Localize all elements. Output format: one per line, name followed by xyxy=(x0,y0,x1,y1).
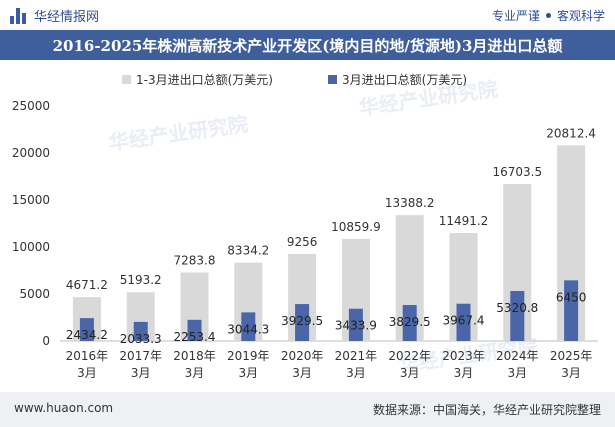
value-label-total: 8334.2 xyxy=(227,244,269,258)
footer-url[interactable]: www.huaon.com xyxy=(14,401,114,415)
x-tick-label: 3月 xyxy=(400,366,420,380)
x-tick-label: 2020年 xyxy=(281,349,324,363)
tagline: 专业严谨 客观科学 xyxy=(492,7,605,24)
tagline-right: 客观科学 xyxy=(556,9,605,23)
value-label-total: 9256 xyxy=(287,235,318,249)
value-label-total: 20812.4 xyxy=(546,126,596,140)
footer-source: 数据来源：中国海关，华经产业研究院整理 xyxy=(372,403,601,417)
x-tick-label: 2017年 xyxy=(119,349,162,363)
bar-march xyxy=(348,308,363,341)
x-tick-label: 3月 xyxy=(507,366,527,380)
x-tick-label: 3月 xyxy=(561,366,581,380)
x-tick-label: 3月 xyxy=(454,366,474,380)
y-tick-label: 20000 xyxy=(12,146,50,160)
bar-march xyxy=(187,319,202,341)
y-tick-label: 15000 xyxy=(12,193,50,207)
value-label-total: 7283.8 xyxy=(174,254,216,268)
bar-march xyxy=(79,318,94,341)
x-tick-label: 2022年 xyxy=(388,349,431,363)
value-label-march: 2253.4 xyxy=(174,330,216,344)
value-label-march: 3829.5 xyxy=(389,315,431,329)
x-tick-label: 2019年 xyxy=(227,349,270,363)
footer: www.huaon.com 数据来源：中国海关，华经产业研究院整理 xyxy=(0,392,615,427)
legend-swatch-total xyxy=(122,75,131,84)
x-tick-label: 2016年 xyxy=(66,349,109,363)
value-label-march: 3433.9 xyxy=(335,319,377,333)
legend-swatch-march xyxy=(328,75,337,84)
brand-name: 华经情报网 xyxy=(34,10,100,25)
value-label-total: 5193.2 xyxy=(120,273,162,287)
x-tick-label: 3月 xyxy=(77,366,97,380)
tagline-left: 专业严谨 xyxy=(491,9,540,23)
x-tick-label: 2023年 xyxy=(442,349,485,363)
value-label-march: 3044.3 xyxy=(227,322,269,336)
legend-label-march: 3月进出口总额(万美元) xyxy=(342,73,467,87)
bar-march xyxy=(241,312,256,341)
value-label-total: 16703.5 xyxy=(492,165,542,179)
value-label-march: 3967.4 xyxy=(443,314,485,328)
value-label-total: 13388.2 xyxy=(385,196,435,210)
value-label-march: 3929.5 xyxy=(281,314,323,328)
value-label-total: 4671.2 xyxy=(66,278,108,292)
bar-march xyxy=(510,290,525,341)
value-label-march: 6450 xyxy=(556,290,587,304)
y-tick-label: 0 xyxy=(42,334,50,348)
value-label-march: 5320.8 xyxy=(496,301,538,315)
chart-title: 2016-2025年株洲高新技术产业开发区(境内目的地/货源地)3月进出口总额 xyxy=(52,36,563,55)
legend-label-total: 1-3月进出口总额(万美元) xyxy=(136,73,273,87)
value-label-march: 2033.3 xyxy=(120,332,162,346)
x-tick-label: 3月 xyxy=(185,366,205,380)
x-tick-label: 3月 xyxy=(346,366,366,380)
watermark-text: 华经产业研究院 xyxy=(107,112,249,155)
title-bar: 2016-2025年株洲高新技术产业开发区(境内目的地/货源地)3月进出口总额 xyxy=(0,30,615,60)
value-label-march: 2434.2 xyxy=(66,328,108,342)
x-tick-label: 2025年 xyxy=(550,349,593,363)
x-tick-label: 3月 xyxy=(131,366,151,380)
bar-march xyxy=(133,321,148,341)
top-bar: 华经情报网 专业严谨 客观科学 xyxy=(0,0,615,30)
x-tick-label: 2018年 xyxy=(173,349,216,363)
value-label-total: 10859.9 xyxy=(331,220,381,234)
x-tick-label: 3月 xyxy=(292,366,312,380)
bar-march xyxy=(564,280,579,341)
bar-chart-logo-icon xyxy=(10,7,28,24)
x-tick-label: 2024年 xyxy=(496,349,539,363)
x-tick-label: 3月 xyxy=(238,366,258,380)
y-tick-label: 25000 xyxy=(12,99,50,113)
bar-march xyxy=(295,304,310,341)
bar-march xyxy=(456,303,471,341)
dot-icon xyxy=(545,13,551,18)
x-tick-label: 2021年 xyxy=(335,349,378,363)
value-label-total: 11491.2 xyxy=(439,214,489,228)
y-tick-label: 10000 xyxy=(12,240,50,254)
bar-march xyxy=(402,305,417,341)
y-tick-label: 5000 xyxy=(19,287,50,301)
brand[interactable]: 华经情报网 xyxy=(10,6,99,25)
